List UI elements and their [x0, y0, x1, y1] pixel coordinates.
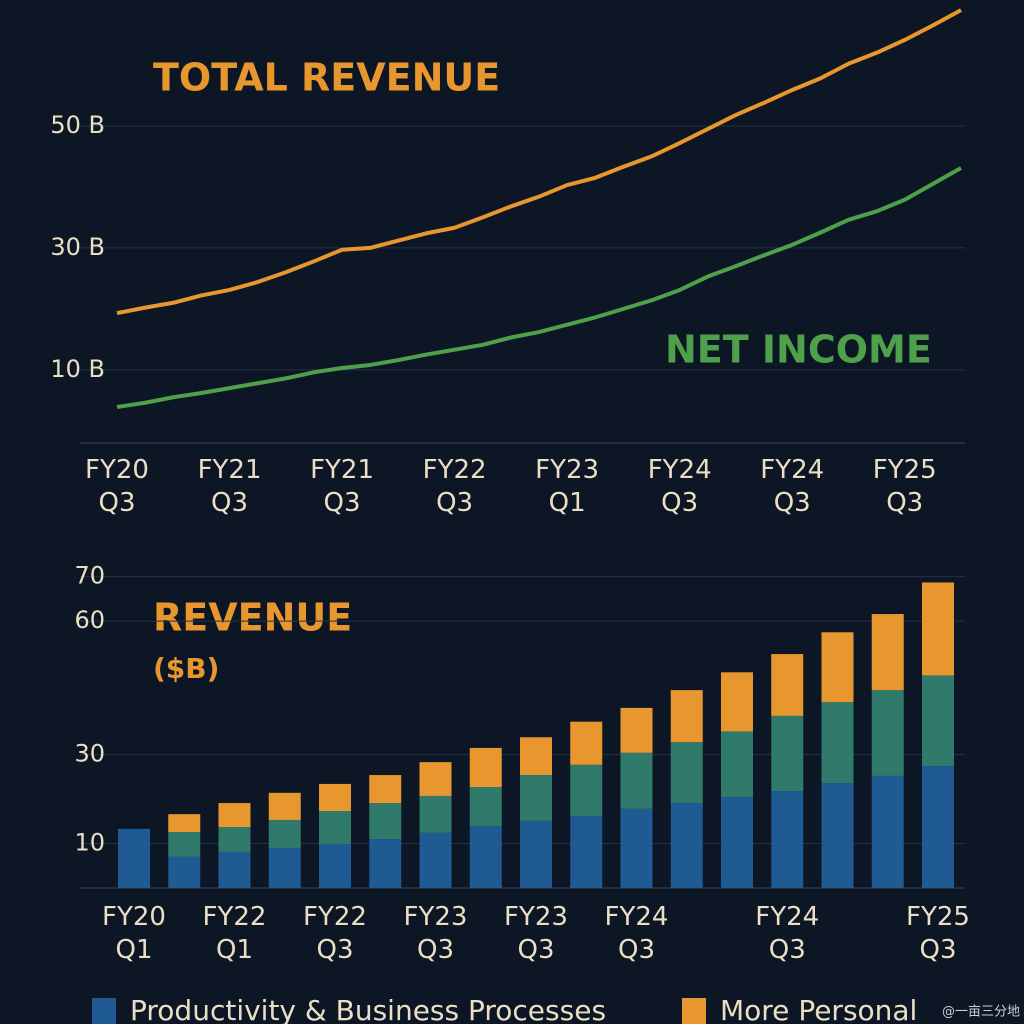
bar-segment — [570, 815, 603, 888]
bar-segment — [771, 715, 804, 792]
x-tick-label: FY25 Q3 — [873, 455, 937, 518]
bar-segment — [721, 672, 753, 732]
bar-segment — [871, 690, 904, 776]
bar-segment — [670, 742, 703, 804]
y-tick-label: 30 — [74, 740, 105, 768]
x-tick-label: FY23 Q1 — [535, 455, 599, 518]
x-tick-label: FY24 Q3 — [760, 455, 824, 518]
bar-segment — [118, 828, 150, 888]
x-tick-label: FY20 Q1 — [102, 902, 166, 965]
bar-segment — [369, 775, 402, 804]
bar-segment — [469, 747, 502, 788]
legend-swatch — [682, 998, 706, 1024]
x-tick-label: FY23 Q3 — [404, 902, 468, 965]
x-tick-label: FY21 Q3 — [310, 455, 374, 518]
bar-segment — [871, 614, 904, 691]
x-tick-label: FY24 Q3 — [755, 902, 819, 965]
bar-segment — [419, 762, 452, 796]
bar-segment — [620, 808, 653, 888]
bar-segment — [218, 803, 251, 828]
legend-swatch — [92, 998, 116, 1024]
legend-label: Productivity & Business Processes — [130, 994, 606, 1024]
bar-segment — [469, 787, 502, 827]
bar-segment — [771, 654, 804, 716]
x-tick-label: FY24 Q3 — [605, 902, 669, 965]
bar-segment — [620, 707, 653, 753]
bar-segment — [821, 702, 854, 784]
bar-segment — [268, 792, 301, 820]
bar-segment — [721, 731, 753, 798]
y-tick-label: 70 — [74, 562, 105, 590]
line — [116, 8, 962, 316]
bar-segment — [520, 737, 552, 776]
bar-segment — [871, 775, 904, 888]
bar-segment — [721, 797, 753, 888]
bar-segment — [268, 819, 301, 848]
y-tick-label: 30 B — [50, 233, 105, 261]
legend-label: More Personal — [720, 994, 917, 1024]
annotation: TOTAL REVENUE — [153, 56, 500, 100]
bar-segment — [419, 795, 452, 833]
bar-segment — [369, 839, 402, 888]
y-tick-label: 50 B — [50, 111, 105, 139]
bar-segment — [319, 783, 351, 812]
bar-segment — [218, 851, 251, 888]
x-tick-label: FY25 Q3 — [906, 902, 970, 965]
bar-segment — [570, 764, 603, 816]
x-tick-label: FY21 Q3 — [198, 455, 262, 518]
bar-segment — [821, 632, 854, 703]
annotation: NET INCOME — [665, 328, 932, 372]
bar-segment — [620, 752, 653, 809]
x-tick-label: FY22 Q1 — [203, 902, 267, 965]
bar-segment — [821, 783, 854, 888]
bar-segment — [520, 775, 552, 821]
x-tick-label: FY24 Q3 — [648, 455, 712, 518]
x-tick-label: FY22 Q3 — [423, 455, 487, 518]
y-tick-label: 10 B — [50, 355, 105, 383]
bar-segment — [369, 803, 402, 840]
bar-segment — [268, 847, 301, 888]
bar-segment — [319, 811, 351, 844]
bar-segment — [419, 832, 452, 888]
bar-segment — [670, 690, 703, 743]
bar-segment — [922, 675, 954, 767]
bar-segment — [168, 856, 201, 888]
x-tick-label: FY23 Q3 — [504, 902, 568, 965]
annotation: REVENUE — [153, 596, 352, 640]
bar-segment — [670, 803, 703, 888]
bar-segment — [469, 826, 502, 888]
annotation: ($B) — [153, 652, 219, 685]
watermark: @一亩三分地 — [942, 1004, 1020, 1020]
bar-segment — [218, 827, 251, 852]
bar-segment — [570, 721, 603, 765]
bar-segment — [922, 582, 954, 676]
x-tick-label: FY22 Q3 — [303, 902, 367, 965]
line — [116, 166, 962, 410]
bar-segment — [319, 843, 351, 888]
bar-segment — [771, 791, 804, 888]
y-tick-label: 60 — [74, 606, 105, 634]
bar-segment — [168, 831, 201, 857]
x-tick-label: FY20 Q3 — [85, 455, 149, 518]
bar-segment — [922, 766, 954, 888]
y-tick-label: 10 — [74, 829, 105, 857]
bar-segment — [520, 820, 552, 888]
bar-segment — [168, 814, 201, 832]
